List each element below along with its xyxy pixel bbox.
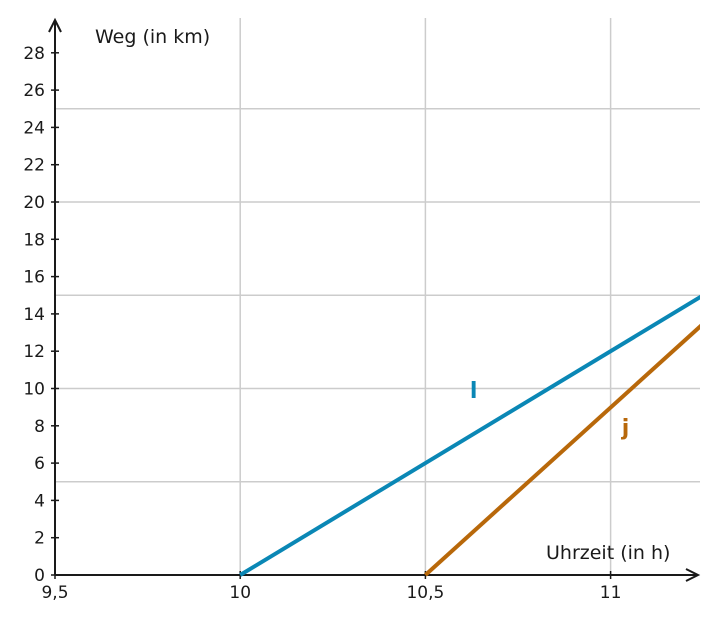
y-tick-label: 22 xyxy=(23,156,45,176)
series-line-j xyxy=(424,323,700,577)
y-tick-label: 16 xyxy=(23,268,45,288)
series-lines xyxy=(239,294,700,577)
y-tick-label: 20 xyxy=(23,193,45,213)
series-labels: lj xyxy=(470,379,629,441)
y-tick-label: 18 xyxy=(23,230,45,250)
x-axis-arrow xyxy=(685,568,701,582)
y-tick-label: 12 xyxy=(23,342,45,362)
grid xyxy=(55,18,700,575)
y-tick-label: 0 xyxy=(34,566,45,586)
x-axis-label: Uhrzeit (in h) xyxy=(546,542,670,564)
y-tick-label: 4 xyxy=(34,491,45,511)
y-tick-label: 26 xyxy=(23,81,45,101)
y-tick-label: 6 xyxy=(34,454,45,474)
y-tick-label: 24 xyxy=(23,118,45,138)
x-tick-label: 10,5 xyxy=(406,583,444,603)
y-tick-label: 2 xyxy=(34,529,45,549)
y-axis-arrow xyxy=(48,17,62,33)
y-axis-label: Weg (in km) xyxy=(95,26,210,48)
series-line-l xyxy=(239,294,700,577)
tick-labels: 02468101214161820222426289,51010,51111,5… xyxy=(23,44,622,603)
series-label-l: l xyxy=(470,379,478,404)
y-tick-label: 28 xyxy=(23,44,45,64)
y-tick-label: 8 xyxy=(34,417,45,437)
x-tick-label: 9,5 xyxy=(41,583,68,603)
series-label-j: j xyxy=(621,416,630,441)
x-tick-label: 11 xyxy=(600,583,622,603)
y-tick-label: 14 xyxy=(23,305,45,325)
x-tick-label: 10 xyxy=(229,583,251,603)
y-tick-label: 10 xyxy=(23,380,45,400)
axes xyxy=(48,17,701,582)
